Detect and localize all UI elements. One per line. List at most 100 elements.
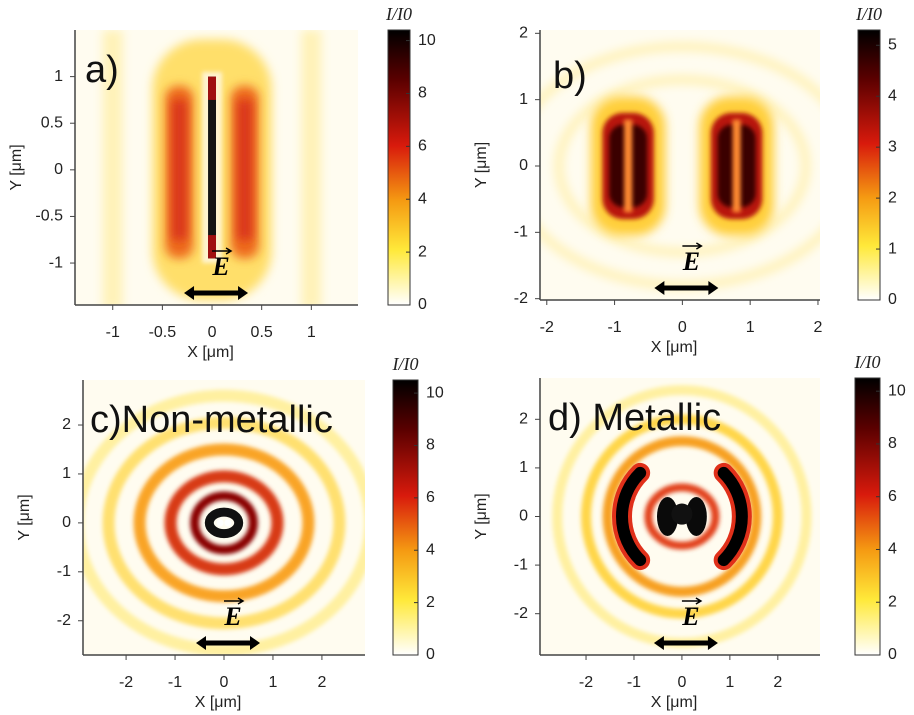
e-vector: E xyxy=(211,252,229,281)
colorbar-tick-label: 2 xyxy=(888,593,897,610)
colorbar-tick-label: 6 xyxy=(888,488,897,505)
x-tick-label: 1 xyxy=(725,674,734,691)
e-vector-arrow xyxy=(224,597,245,605)
field-line xyxy=(624,119,633,213)
field-ring xyxy=(644,483,720,550)
field-ring xyxy=(554,75,810,257)
panel-label: b) xyxy=(553,55,587,97)
x-axis-label: X [μm] xyxy=(651,339,698,356)
colorbar-tick-label: 2 xyxy=(418,243,427,260)
colorbar-label: I/I0 xyxy=(855,4,882,24)
x-axis-label: X [μm] xyxy=(195,694,242,711)
x-tick-label: 0 xyxy=(678,319,687,336)
e-vector-arrow xyxy=(682,242,703,250)
field-band xyxy=(301,30,322,305)
y-tick-label: -1 xyxy=(514,556,528,573)
x-tick-label: 2 xyxy=(773,674,782,691)
colorbar-tick-label: 10 xyxy=(888,382,906,399)
field-core xyxy=(172,99,187,240)
colorbar-tick-label: 2 xyxy=(888,189,897,206)
field-dot xyxy=(216,519,224,527)
y-axis-label: Y [μm] xyxy=(8,144,25,190)
field-ring xyxy=(602,436,762,597)
heatmap xyxy=(83,380,365,655)
e-vector: E xyxy=(223,602,241,631)
field-core xyxy=(685,497,707,536)
panel: -2 -1 0 1 2 -2 -1 0 1 2 X [μm] Y [μm] d) Metallic E 0 2… xyxy=(473,352,906,711)
panel: -2 -1 0 1 2 -2 -1 0 1 2 X [μm] Y [μm] b) E 0 1 2 3 4 5 I/I0 xyxy=(473,4,897,356)
colorbar-tick-label: 10 xyxy=(426,384,444,401)
colorbar-tick-label: 0 xyxy=(888,646,897,663)
y-tick-label: -1 xyxy=(57,563,71,580)
x-tick-label: 0 xyxy=(220,674,229,691)
colorbar-tick-label: 6 xyxy=(418,138,427,155)
field-ring xyxy=(581,414,783,619)
panel: -1 -0.5 0 0.5 1 -1 -0.5 0 0.5 1 X [μm] Y [μm] a) E 0 2 4… xyxy=(8,4,436,361)
colorbar-tick-label: 0 xyxy=(418,296,427,313)
y-tick-label: 1 xyxy=(519,459,528,476)
colorbar-label: I/I0 xyxy=(392,354,419,374)
y-tick-label: 2 xyxy=(519,25,528,42)
field-arc xyxy=(717,466,748,567)
heatmap xyxy=(540,378,820,655)
colorbar-tick-label: 4 xyxy=(418,190,427,207)
field-ring xyxy=(190,491,258,555)
field-core xyxy=(671,503,693,525)
x-tick-label: 0 xyxy=(208,324,217,341)
colorbar-tick-label: 8 xyxy=(888,435,897,452)
colorbar-tick-label: 4 xyxy=(426,541,435,558)
y-tick-label: -2 xyxy=(514,605,528,622)
colorbar-tick-label: 4 xyxy=(888,541,897,558)
rod xyxy=(208,76,217,259)
panel: -2 -1 0 1 2 -2 -1 0 1 2 X [μm] Y [μm] c)Non-metallic… xyxy=(16,354,444,711)
x-tick-label: -1 xyxy=(106,324,120,341)
y-tick-label: 1 xyxy=(62,465,71,482)
y-tick-label: -1 xyxy=(49,254,63,271)
y-axis-label: Y [μm] xyxy=(473,142,490,188)
field-ring xyxy=(540,42,820,290)
x-tick-label: 2 xyxy=(317,674,326,691)
e-vector: E xyxy=(681,602,699,631)
panel-label: c)Non-metallic xyxy=(90,399,333,441)
x-tick-label: 0 xyxy=(677,674,686,691)
colorbar-label: I/I0 xyxy=(385,4,412,24)
x-tick-label: -1 xyxy=(168,674,182,691)
colorbar-tick-label: 0 xyxy=(888,291,897,308)
panel-label: a) xyxy=(85,49,119,91)
y-tick-label: 2 xyxy=(62,416,71,433)
y-tick-label: 0.5 xyxy=(41,114,63,131)
e-vector-arrow xyxy=(212,247,233,255)
x-tick-label: 1 xyxy=(746,319,755,336)
y-tick-label: 2 xyxy=(519,411,528,428)
field-arc xyxy=(616,466,647,567)
colorbar-tick-label: 5 xyxy=(888,37,897,54)
x-tick-label: -0.5 xyxy=(149,324,177,341)
x-axis-label: X [μm] xyxy=(187,344,234,361)
field-core xyxy=(204,507,244,539)
colorbar xyxy=(392,379,419,656)
rod-end xyxy=(208,235,217,259)
field-ring xyxy=(133,443,315,603)
x-tick-label: 2 xyxy=(814,319,823,336)
y-tick-label: -2 xyxy=(57,612,71,629)
y-tick-label: 0 xyxy=(519,508,528,525)
x-tick-label: -1 xyxy=(627,674,641,691)
field-dot xyxy=(224,519,232,527)
colorbar-tick-label: 0 xyxy=(426,646,435,663)
colorbar xyxy=(857,29,881,301)
x-tick-label: 1 xyxy=(307,324,316,341)
field-ring xyxy=(102,416,346,630)
y-tick-label: -0.5 xyxy=(35,208,63,225)
colorbar-tick-label: 10 xyxy=(418,32,436,49)
colorbar-tick-label: 2 xyxy=(426,594,435,611)
field-core xyxy=(656,497,679,536)
colorbar-tick-label: 8 xyxy=(418,85,427,102)
y-tick-label: -2 xyxy=(514,290,528,307)
heatmap xyxy=(75,30,358,305)
field-ring xyxy=(164,470,284,576)
field-line xyxy=(732,119,741,213)
y-tick-label: 0 xyxy=(62,514,71,531)
x-tick-label: 0.5 xyxy=(251,324,273,341)
colorbar xyxy=(854,377,881,656)
colorbar-tick-label: 3 xyxy=(888,138,897,155)
